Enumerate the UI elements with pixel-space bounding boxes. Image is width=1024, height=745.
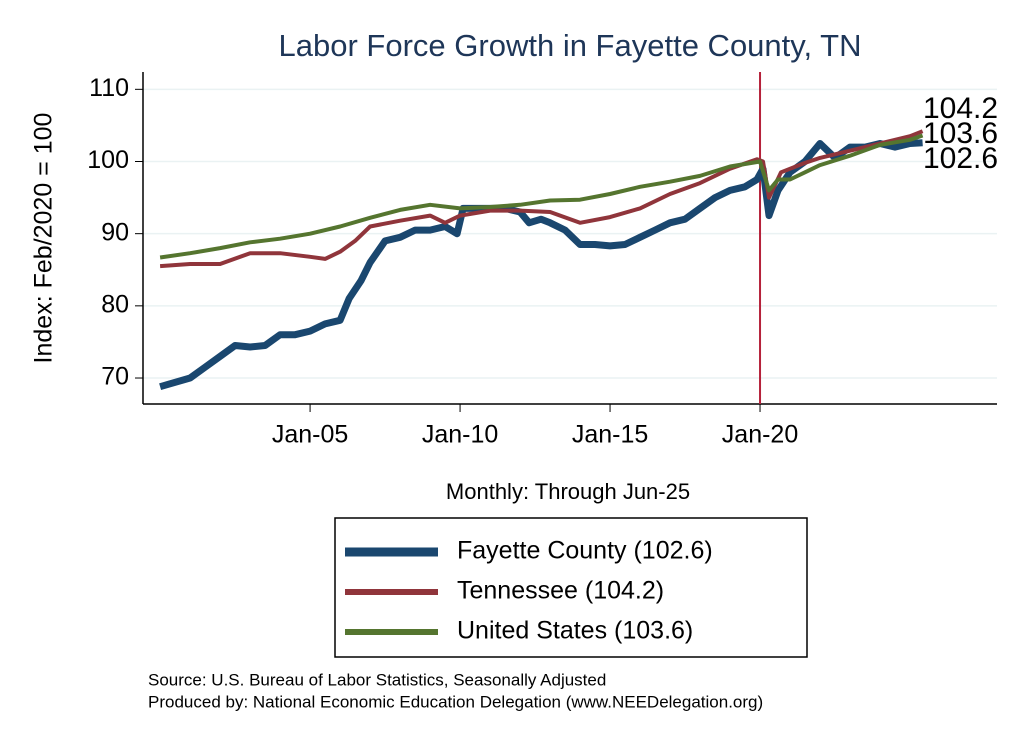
y-tick-label: 110	[89, 74, 129, 102]
end-label: 104.2	[923, 92, 998, 125]
x-tick-label: Jan-10	[422, 421, 498, 449]
end-label: 103.6	[923, 117, 998, 150]
y-tick-label: 70	[101, 363, 129, 391]
source-note: Source: U.S. Bureau of Labor Statistics,…	[148, 670, 606, 689]
chart-title: Labor Force Growth in Fayette County, TN	[279, 28, 862, 63]
x-tick-label: Jan-05	[272, 421, 348, 449]
legend-label: Tennessee (104.2)	[457, 577, 664, 605]
y-tick-label: 100	[87, 146, 129, 174]
series-line	[159, 139, 923, 391]
x-tick-label: Jan-15	[572, 421, 648, 449]
legend-label: Fayette County (102.6)	[457, 537, 713, 565]
y-tick-label: 80	[101, 290, 129, 318]
end-label: 102.6	[923, 142, 998, 175]
credit-note: Produced by: National Economic Education…	[148, 692, 763, 711]
x-tick-label: Jan-20	[722, 421, 798, 449]
y-tick-label: 90	[101, 218, 129, 246]
series-line	[159, 129, 924, 269]
x-axis-label: Monthly: Through Jun-25	[446, 479, 690, 504]
legend-label: United States (103.6)	[457, 617, 693, 645]
y-axis-label: Index: Feb/2020 = 100	[30, 113, 58, 364]
series-line	[159, 133, 924, 260]
